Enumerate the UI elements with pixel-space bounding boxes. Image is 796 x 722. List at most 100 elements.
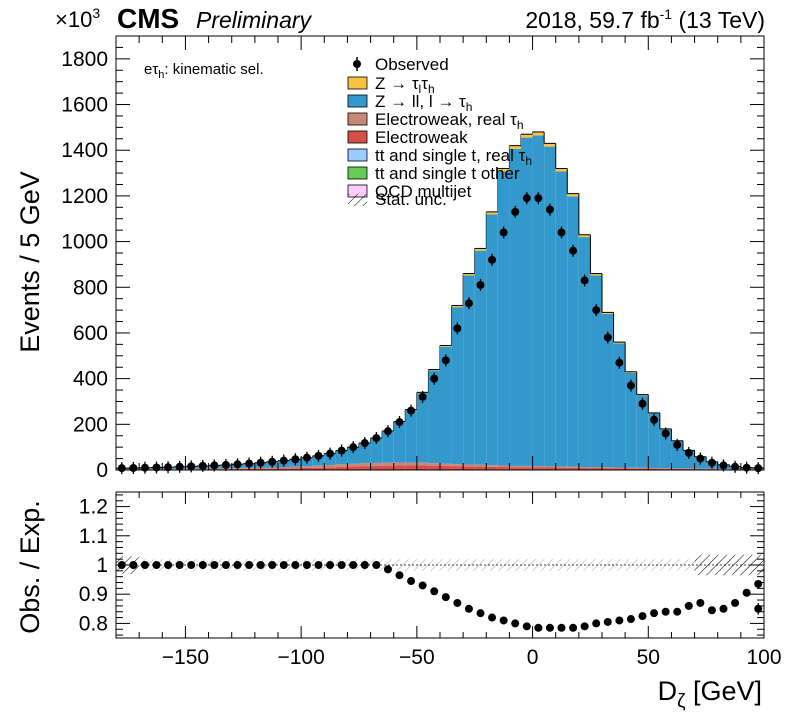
observed-point: [291, 455, 300, 464]
ratio-point: [534, 623, 543, 632]
hist-bar-ew: [532, 467, 545, 470]
ratio-point: [464, 604, 473, 613]
hist-bar-ew-real: [463, 464, 475, 467]
ratio-point: [349, 561, 358, 569]
ratio-point: [152, 561, 161, 569]
ratio-point: [140, 561, 149, 569]
y-axis-label: Events / 5 GeV: [15, 171, 45, 353]
hist-bar-zll: [625, 372, 637, 468]
hist-bar-zll: [359, 443, 371, 464]
hist-bar-ew: [683, 468, 695, 470]
legend-observed: Observed: [353, 55, 449, 74]
observed-point: [522, 194, 531, 203]
hist-bar-ew: [324, 467, 336, 470]
hist-bar-ew-real: [486, 465, 498, 467]
observed-point: [395, 418, 404, 427]
hist-bar-ztautau: [567, 193, 579, 197]
hist-bar-zll: [497, 171, 510, 466]
ratio-point: [279, 561, 288, 569]
ratio-point: [441, 593, 450, 602]
hist-bar-zll: [578, 237, 591, 468]
hist-bar-zll: [613, 343, 626, 468]
hist-bar-zll: [521, 137, 533, 466]
hist-bar-zll: [590, 275, 602, 468]
observed-point: [603, 333, 612, 342]
hist-bar-ztautau: [613, 342, 626, 344]
observed-point: [615, 358, 624, 367]
hist-bar-zll: [659, 429, 672, 469]
observed-point: [164, 463, 173, 472]
observed-point: [349, 443, 358, 452]
ratio-point: [684, 601, 693, 610]
legend-ztautau: Z → τlτh: [347, 74, 435, 96]
hist-bar-ew-real: [324, 464, 336, 468]
hist-bar-ztautau: [602, 312, 614, 314]
hist-bar-ztautau: [590, 273, 602, 276]
svg-text:QCD multijet: QCD multijet: [375, 182, 472, 201]
observed-point: [129, 463, 138, 472]
hist-bar-zll: [648, 413, 660, 468]
hist-bar-zll: [428, 370, 440, 464]
ratio-point: [383, 565, 392, 574]
ratio-point: [580, 622, 589, 631]
hist-bar-ew: [625, 468, 637, 470]
y-tick-label: 400: [73, 368, 108, 391]
hist-bar-ew: [474, 466, 487, 470]
hist-bar-ztautau: [555, 168, 568, 172]
observed-point: [441, 356, 450, 365]
hist-bar-ew-real: [301, 466, 313, 468]
hist-bar-zll: [567, 196, 579, 467]
hist-bar-ew: [671, 468, 683, 470]
hist-bar-ztautau: [474, 248, 487, 251]
hist-bar-zll: [416, 393, 429, 463]
hist-bar-ew: [335, 466, 348, 470]
ratio-point: [719, 604, 728, 613]
ratio-frame: [115, 491, 765, 639]
ratio-point: [129, 561, 138, 569]
observed-point: [557, 228, 566, 237]
hist-bar-zll: [486, 214, 498, 466]
hist-bar-zll: [671, 441, 683, 469]
hist-bar-ew: [405, 465, 417, 470]
hist-bar-ew-real: [521, 465, 533, 468]
observed-point: [731, 462, 740, 471]
x-tick-label: 50: [637, 646, 660, 669]
exponent-label: ×103: [55, 5, 100, 32]
observed-point: [117, 464, 126, 473]
observed-point: [534, 194, 543, 203]
hist-bar-ew: [567, 467, 579, 470]
observed-point: [661, 429, 670, 438]
ratio-point: [557, 623, 566, 632]
hist-bar-ew: [440, 465, 452, 470]
hist-bar-ew-real: [382, 462, 394, 466]
observed-point: [499, 228, 508, 237]
hist-bar-ztautau: [428, 369, 440, 371]
hist-bar-ew-real: [474, 464, 487, 467]
hist-bar-ew: [521, 467, 533, 470]
observed-point: [152, 463, 161, 472]
ratio-tick-label: 1.1: [79, 525, 108, 548]
y-tick-label: 800: [73, 276, 108, 299]
observed-point: [592, 306, 601, 315]
hist-bar-ztautau: [509, 145, 521, 149]
hist-bar-ew: [289, 468, 302, 470]
hist-bar-ew: [497, 467, 510, 470]
ratio-point: [742, 588, 751, 597]
observed-point: [314, 451, 323, 460]
ratio-point: [256, 561, 265, 569]
observed-point: [580, 276, 589, 285]
observed-point: [140, 463, 149, 472]
x-axis-label: Dζ [GeV]: [658, 676, 762, 712]
observed-point: [337, 446, 346, 455]
legend-tt-real: tt and single t, real τh: [347, 146, 532, 168]
hist-bar-ew-real: [278, 467, 290, 469]
hist-bar-ew-real: [590, 467, 602, 468]
hist-bar-zll: [509, 148, 521, 466]
x-tick-label: −100: [277, 646, 324, 669]
legend-stat-unc: Stat. unc.: [348, 190, 447, 209]
hist-bar-ztautau: [544, 143, 556, 147]
main-frame: [115, 35, 765, 471]
ratio-point: [372, 561, 381, 569]
observed-point: [742, 463, 751, 472]
hist-bar-ew: [544, 467, 556, 470]
